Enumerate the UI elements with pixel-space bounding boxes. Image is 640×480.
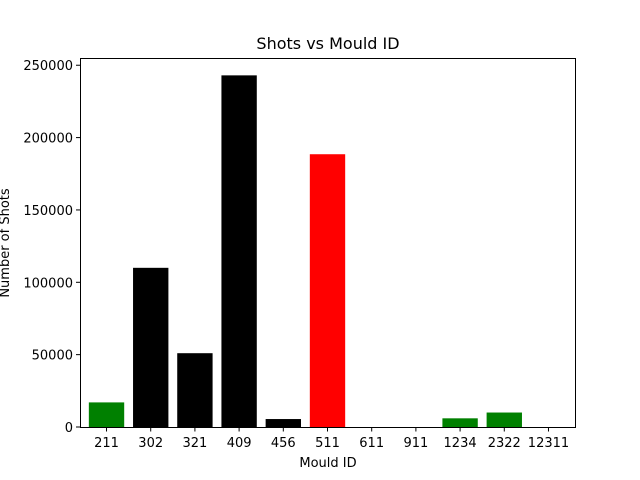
y-tick-label: 150000 bbox=[23, 204, 73, 219]
bar-409 bbox=[221, 75, 257, 428]
x-tick-label: 409 bbox=[227, 436, 252, 451]
x-tick-label: 456 bbox=[271, 436, 296, 451]
x-tick-label: 911 bbox=[403, 436, 428, 451]
bar-1234 bbox=[442, 418, 478, 427]
bar-511 bbox=[309, 154, 346, 428]
x-tick-label: 211 bbox=[94, 436, 119, 451]
x-ticks-group: 211 302 321 409 456 511 611 911 1234 2322 12311 bbox=[94, 427, 569, 451]
y-tick-label: 0 bbox=[65, 421, 73, 436]
x-tick-label: 302 bbox=[138, 436, 163, 451]
y-tick-label: 50000 bbox=[32, 349, 73, 364]
bar-211 bbox=[88, 402, 125, 427]
x-tick-label: 12311 bbox=[528, 436, 569, 451]
x-axis-label: Mould ID bbox=[299, 456, 356, 471]
x-tick-label: 511 bbox=[315, 436, 340, 451]
bars-group bbox=[88, 75, 522, 428]
x-tick-label: 611 bbox=[359, 436, 384, 451]
bar-321 bbox=[177, 353, 213, 427]
chart-title: Shots vs Mould ID bbox=[256, 34, 399, 53]
y-tick-label: 200000 bbox=[23, 132, 73, 147]
bar-302 bbox=[133, 267, 169, 427]
x-tick-label: 2322 bbox=[488, 436, 521, 451]
y-ticks-group: 0 50000 100000 150000 200000 250000 bbox=[23, 59, 81, 436]
y-axis-label: Number of Shots bbox=[0, 188, 13, 298]
x-tick-label: 1234 bbox=[444, 436, 477, 451]
bar-2322 bbox=[486, 412, 522, 427]
x-tick-label: 321 bbox=[182, 436, 207, 451]
y-tick-label: 100000 bbox=[23, 276, 73, 291]
y-tick-label: 250000 bbox=[23, 59, 73, 74]
bar-456 bbox=[265, 419, 301, 427]
